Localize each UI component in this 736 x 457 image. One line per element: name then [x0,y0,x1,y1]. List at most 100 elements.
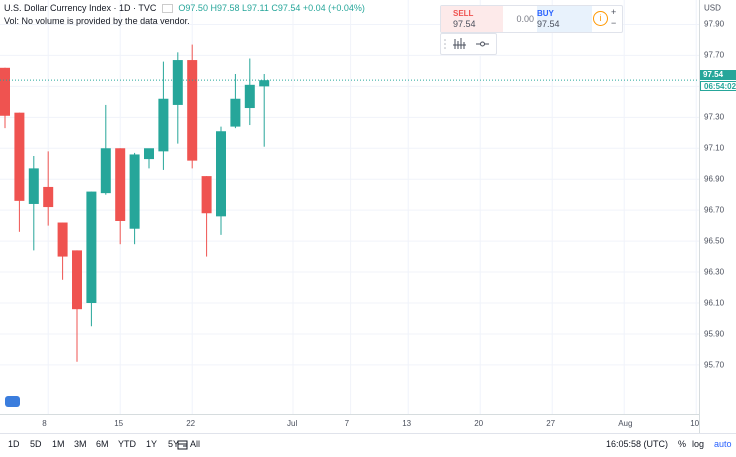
candle-body [230,98,241,127]
ohlc-values: O97.50 H97.58 L97.11 C97.54 +0.04 (+0.04… [178,3,365,13]
candle [259,73,270,147]
price-tick-label: 96.10 [704,298,725,308]
time-tick-label: 27 [546,419,556,428]
candle [244,58,255,126]
price-line-icon[interactable] [476,41,489,47]
candle-body [14,112,25,201]
percent-toggle[interactable]: % [678,439,687,449]
buy-value: 97.54 [537,19,560,29]
chart-legend: U.S. Dollar Currency Index · 1D · TVC O9… [4,3,365,14]
drag-handle-icon[interactable] [444,39,446,49]
plus-button[interactable]: + [611,7,617,17]
sell-value: 97.54 [453,19,476,29]
depth-of-market-icon[interactable] [453,38,466,49]
candle [172,52,183,144]
candle [115,148,126,245]
timeframe-1d[interactable]: 1D [8,439,20,449]
candle-body [244,84,255,109]
currency-label: USD [704,3,721,13]
timeframe-6m[interactable]: 6M [96,439,109,449]
candle-body [158,98,169,152]
time-tick-label: 20 [474,419,484,428]
candle [28,155,39,251]
price-axis[interactable]: USD 97.9097.7097.5097.3097.1096.9096.709… [699,0,736,433]
info-icon[interactable]: i [593,11,608,26]
bottom-toolbar: 1D 5D 1M 3M 6M YTD 1Y 5Y All 16:05:58 (UTC) % lo… [0,433,736,457]
candlestick-chart[interactable] [0,0,699,414]
volume-note: Vol: No volume is provided by the data v… [4,16,190,26]
timeframe-5y[interactable]: 5Y [168,439,180,449]
candle-body [115,148,126,221]
price-tick-label: 96.50 [704,236,725,246]
log-toggle[interactable]: log [692,439,705,449]
time-tick-label: 13 [402,419,412,428]
auto-toggle[interactable]: auto [714,439,732,449]
calendar-range-icon[interactable] [177,439,189,451]
order-toolbar-icons [444,38,489,49]
price-tick-label: 97.10 [704,143,725,153]
buy-button[interactable]: BUY 97.54 [537,6,592,32]
candle [187,44,198,169]
price-tick-label: 97.70 [704,50,725,60]
price-tick-label: 95.90 [704,329,725,339]
chart-area[interactable]: U.S. Dollar Currency Index · 1D · TVC O9… [0,0,699,414]
sell-label: SELL [453,9,474,18]
time-tick-label: 7 [344,419,350,428]
price-tick-label: 95.70 [704,360,725,370]
symbol-title[interactable]: U.S. Dollar Currency Index · 1D · TVC [4,3,157,13]
candle-body [57,222,68,257]
sell-button[interactable]: SELL 97.54 [441,6,503,32]
candle [0,67,10,129]
candle-body [28,168,39,204]
candle-body [216,131,226,217]
timeframe-3m[interactable]: 3M [74,439,87,449]
candle-body [259,80,270,87]
tradingview-logo-icon[interactable] [5,396,20,407]
timeframe-1m[interactable]: 1M [52,439,65,449]
candle-body [172,60,183,105]
price-tick-label: 96.90 [704,174,725,184]
time-tick-label: 15 [114,419,124,428]
candle [72,250,82,362]
time-tick-label: 22 [186,419,196,428]
timeframe-1y[interactable]: 1Y [146,439,158,449]
trade-widget: SELL 97.54 0.00 BUY 97.54 i + − [440,5,623,33]
candle-body [201,176,212,214]
candle-body [144,148,154,160]
time-tick-label: Aug [618,419,633,428]
timeframe-all[interactable]: All [190,439,201,449]
minus-button[interactable]: − [611,18,617,28]
candle [57,222,68,280]
candle [86,191,97,327]
timeframe-5d[interactable]: 5D [30,439,42,449]
last-price-badge: 97.54 [700,70,736,80]
candle-body [187,60,198,161]
candle [100,104,111,195]
time-tick-label: 8 [42,419,47,428]
candle-body [0,67,10,116]
candle [14,112,25,232]
buy-label: BUY [537,9,554,18]
candle [230,73,241,129]
spread-value: 0.00 [516,14,534,24]
countdown-badge: 06:54:02 [700,81,736,91]
candle-body [100,148,111,194]
time-tick-label: 10 [690,419,700,428]
price-tick-label: 97.30 [704,112,725,122]
timeframe-ytd[interactable]: YTD [118,439,136,449]
eye-icon[interactable] [161,4,173,14]
candle-body [43,186,54,208]
candle [43,151,54,226]
candle [201,176,212,257]
price-tick-label: 96.30 [704,267,725,277]
time-tick-label: Jul [287,419,298,428]
time-axis[interactable]: 8 15 22 Jul 7 13 20 27 Aug 10 [0,414,699,434]
candle [144,148,154,169]
clock-time[interactable]: 16:05:58 (UTC) [606,439,669,449]
price-tick-label: 97.90 [704,19,725,29]
price-tick-label: 96.70 [704,205,725,215]
candle-body [72,250,82,310]
candle-body [129,154,140,229]
candle-body [86,191,97,303]
candle [216,126,226,235]
